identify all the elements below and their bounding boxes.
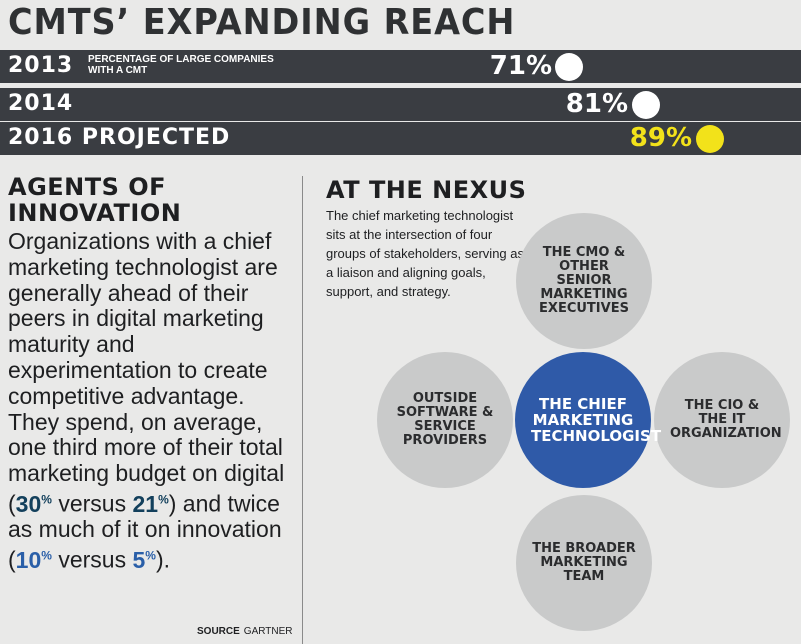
agents-heading-line1: AGENTS OF [8,173,167,201]
stat-cmt-digital: 30% [15,490,52,517]
body-text: Organizations with a chief marketing tec… [8,228,285,517]
nexus-heading: AT THE NEXUS [326,176,527,204]
versus-text: versus [51,546,133,573]
circle-cmt: THE CHIEF MARKETING TECHNOLOGIST [515,352,661,488]
row-percent: 71% [489,51,552,81]
row-dot [696,125,724,153]
stat-row-2016: 2016 PROJECTED 89% [0,122,801,155]
body-text: ) and twice as much of it on innovation … [8,490,282,573]
stat-non-cmt-innovation: 5% [132,546,156,573]
agents-heading-line2: INNOVATION [8,199,182,227]
source-value: GARTNER [243,626,293,637]
row-year: 2014 [8,91,74,116]
agents-body: Organizations with a chief marketing tec… [8,228,298,574]
page-title: CMTS’ EXPANDING REACH [8,2,516,43]
stat-cmt-innovation: 10% [15,546,52,573]
circle-outside-providers: OUTSIDE SOFTWARE & SERVICE PROVIDERS [377,352,513,488]
row-percent: 89% [629,123,692,153]
row-year: 2016 PROJECTED [8,125,231,150]
stat-row-2013: 2013 PERCENTAGE OF LARGE COMPANIES WITH … [0,50,801,83]
row-year: 2013 [8,53,74,78]
stat-row-2014: 2014 81% [0,88,801,121]
nexus-body: The chief marketing technologist sits at… [326,208,524,299]
row-percent: 81% [565,89,628,119]
body-text: ). [155,546,170,573]
stat-non-cmt-digital: 21% [132,490,169,517]
circle-cio: THE CIO & THE IT ORGANIZATION [654,352,790,488]
versus-text: versus [51,490,133,517]
agents-heading: AGENTS OF INNOVATION [8,174,181,226]
source-credit: SOURCE GARTNER [197,626,293,637]
circle-marketing-team: THE BROADER MARKETING TEAM [516,495,652,631]
column-divider [302,176,303,644]
row-dot [632,91,660,119]
circle-cmo: THE CMO & OTHER SENIOR MARKETING EXECUTI… [516,213,652,349]
row-note: PERCENTAGE OF LARGE COMPANIES WITH A CMT [88,54,274,76]
source-label: SOURCE [197,626,240,637]
row-dot [555,53,583,81]
